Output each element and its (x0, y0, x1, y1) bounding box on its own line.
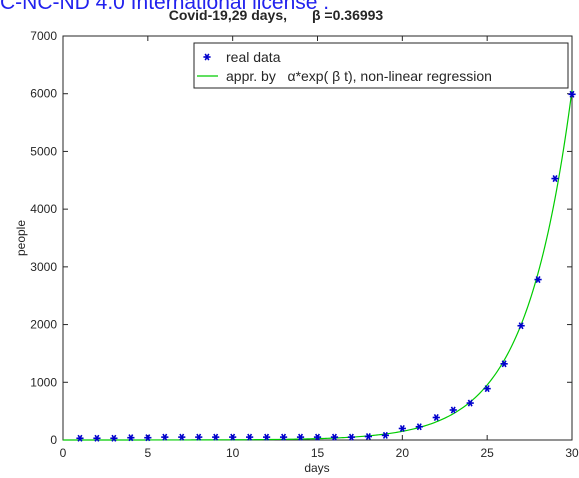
data-point (432, 413, 440, 422)
data-point (381, 431, 389, 439)
y-tick-label: 2000 (30, 318, 57, 332)
data-point (144, 434, 152, 442)
y-axis-label: people (14, 220, 28, 256)
legend-box (193, 42, 569, 89)
data-point (161, 433, 169, 441)
data-point (449, 406, 457, 414)
x-tick-label: 10 (226, 446, 240, 460)
data-point (195, 433, 203, 441)
x-tick-label: 15 (311, 446, 325, 460)
data-points (76, 90, 576, 442)
legend-label-fit: appr. by α*exp( β t), non-linear regress… (226, 68, 492, 84)
data-point (246, 433, 254, 441)
data-point (517, 322, 525, 330)
x-tick-label: 30 (565, 446, 579, 460)
data-point (534, 276, 542, 284)
y-tick-label: 5000 (30, 144, 57, 158)
data-point (330, 433, 339, 441)
axis-ticks: 0 5 10 15 20 25 30 0 1000 2000 3000 4000 5000 6000 700… (30, 29, 579, 460)
data-point (568, 90, 576, 98)
x-axis-label: days (304, 461, 329, 475)
data-point (110, 434, 118, 442)
y-tick-label: 6000 (30, 87, 57, 101)
data-point (263, 433, 271, 441)
data-point (178, 433, 186, 441)
y-tick-label: 3000 (30, 260, 57, 274)
y-tick-label: 4000 (30, 202, 57, 216)
data-point (551, 175, 559, 183)
data-point (127, 434, 135, 442)
chart-title: Covid-19,29 days, (169, 7, 287, 23)
y-tick-label: 1000 (30, 375, 57, 389)
x-tick-label: 20 (396, 446, 410, 460)
legend-label-real-data: real data (226, 49, 281, 65)
data-point (313, 433, 322, 441)
data-point (279, 433, 288, 441)
banner-text: C-NC-ND 4.0 International license . (0, 0, 330, 14)
plot-area (62, 35, 573, 441)
data-point (347, 433, 356, 441)
data-point (500, 360, 508, 368)
y-tick-label: 7000 (30, 29, 57, 43)
data-point (229, 433, 237, 441)
y-tick-label: 0 (50, 433, 57, 447)
data-point (76, 434, 84, 442)
legend-marker-real-data (203, 53, 211, 61)
data-point (296, 433, 305, 441)
legend: real data appr. by α*exp( β t), non-line… (193, 42, 569, 89)
data-point (398, 424, 406, 432)
data-point (483, 385, 491, 393)
data-point (212, 433, 220, 441)
chart-title-beta: β =0.36993 (312, 7, 383, 23)
data-point (364, 433, 372, 441)
x-tick-label: 0 (60, 446, 67, 460)
data-point (93, 434, 101, 442)
data-point (466, 399, 474, 407)
x-tick-label: 25 (480, 446, 494, 460)
legend-asterisk (203, 53, 211, 61)
data-point (415, 423, 423, 431)
x-tick-label: 5 (144, 446, 151, 460)
